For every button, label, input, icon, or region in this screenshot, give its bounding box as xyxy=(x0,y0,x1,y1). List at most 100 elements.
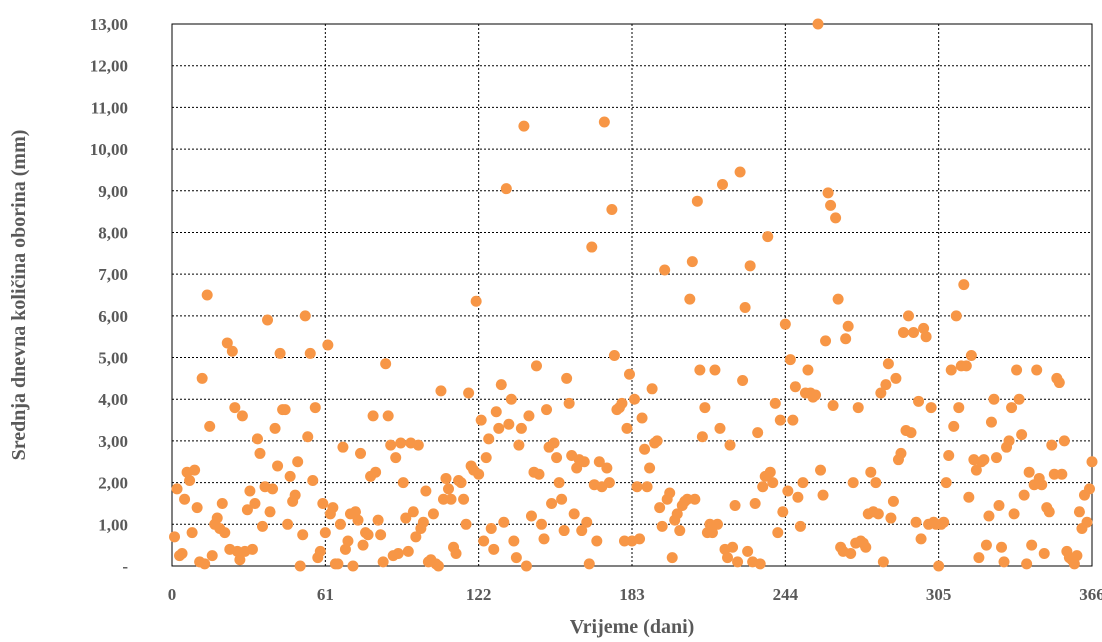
data-point xyxy=(1006,402,1018,414)
data-point xyxy=(417,516,429,528)
data-point xyxy=(644,462,656,474)
data-point xyxy=(518,120,530,132)
data-point xyxy=(319,527,331,539)
data-point xyxy=(357,539,369,551)
data-point xyxy=(267,483,279,495)
data-point xyxy=(1011,364,1023,376)
data-point xyxy=(915,533,927,545)
y-tick-label: 4,00 xyxy=(98,390,128,409)
data-point xyxy=(769,397,781,409)
data-point xyxy=(1083,483,1095,495)
data-point xyxy=(372,514,384,526)
data-point xyxy=(289,489,301,501)
data-point xyxy=(629,393,641,405)
data-point xyxy=(925,402,937,414)
data-point xyxy=(402,545,414,557)
data-point xyxy=(699,402,711,414)
data-point xyxy=(498,516,510,528)
data-point xyxy=(998,556,1010,568)
data-point xyxy=(689,493,701,505)
data-point xyxy=(996,541,1008,553)
data-point xyxy=(885,512,897,524)
data-point xyxy=(716,179,728,191)
data-point xyxy=(1023,466,1035,478)
data-point xyxy=(432,560,444,572)
data-point xyxy=(485,522,497,534)
data-point xyxy=(450,547,462,559)
data-point xyxy=(561,372,573,384)
data-points xyxy=(169,18,1098,572)
data-point xyxy=(443,483,455,495)
data-point xyxy=(641,481,653,493)
data-point xyxy=(920,331,932,343)
data-point xyxy=(204,420,216,432)
data-point xyxy=(797,477,809,489)
data-point xyxy=(272,460,284,472)
data-point xyxy=(825,199,837,211)
data-point xyxy=(1016,429,1028,441)
data-point xyxy=(616,397,628,409)
data-point xyxy=(764,466,776,478)
data-point xyxy=(520,560,532,572)
data-point xyxy=(362,529,374,541)
data-point xyxy=(727,541,739,553)
data-point xyxy=(598,116,610,128)
data-point xyxy=(395,437,407,449)
data-point xyxy=(211,512,223,524)
data-point xyxy=(412,439,424,451)
data-point xyxy=(299,310,311,322)
data-point xyxy=(445,493,457,505)
data-point xyxy=(993,500,1005,512)
y-tick-label: 8,00 xyxy=(98,223,128,242)
data-point xyxy=(508,535,520,547)
data-point xyxy=(314,545,326,557)
data-point xyxy=(169,531,181,543)
data-point xyxy=(593,456,605,468)
data-point xyxy=(918,322,930,334)
data-point xyxy=(304,347,316,359)
data-point xyxy=(973,552,985,564)
data-point xyxy=(787,414,799,426)
data-point xyxy=(437,493,449,505)
data-point xyxy=(251,433,263,445)
data-point xyxy=(1046,439,1058,451)
x-tick-label: 305 xyxy=(926,585,952,604)
data-point xyxy=(420,485,432,497)
data-point xyxy=(503,418,515,430)
data-point xyxy=(1073,506,1085,518)
data-point xyxy=(980,539,992,551)
data-point xyxy=(206,550,218,562)
data-point xyxy=(777,506,789,518)
data-point xyxy=(1068,558,1080,570)
data-point xyxy=(842,320,854,332)
data-point xyxy=(186,527,198,539)
data-point xyxy=(196,372,208,384)
data-point xyxy=(337,441,349,453)
data-point xyxy=(737,374,749,386)
data-point xyxy=(860,541,872,553)
data-point xyxy=(244,485,256,497)
data-point xyxy=(933,560,945,572)
y-tick-label: 6,00 xyxy=(98,307,128,326)
data-point xyxy=(1021,558,1033,570)
data-point xyxy=(171,483,183,495)
data-point xyxy=(656,520,668,532)
data-point xyxy=(410,531,422,543)
data-point xyxy=(722,552,734,564)
data-point xyxy=(571,462,583,474)
data-point xyxy=(478,535,490,547)
data-point xyxy=(671,508,683,520)
data-point xyxy=(533,468,545,480)
data-point xyxy=(553,477,565,489)
data-point xyxy=(779,318,791,330)
data-point xyxy=(525,510,537,522)
data-point xyxy=(674,525,686,537)
data-point xyxy=(390,452,402,464)
data-point xyxy=(581,516,593,528)
data-point xyxy=(1081,516,1093,528)
data-point xyxy=(407,506,419,518)
data-point xyxy=(754,558,766,570)
data-point xyxy=(865,466,877,478)
data-point xyxy=(1013,393,1025,405)
data-point xyxy=(279,404,291,416)
